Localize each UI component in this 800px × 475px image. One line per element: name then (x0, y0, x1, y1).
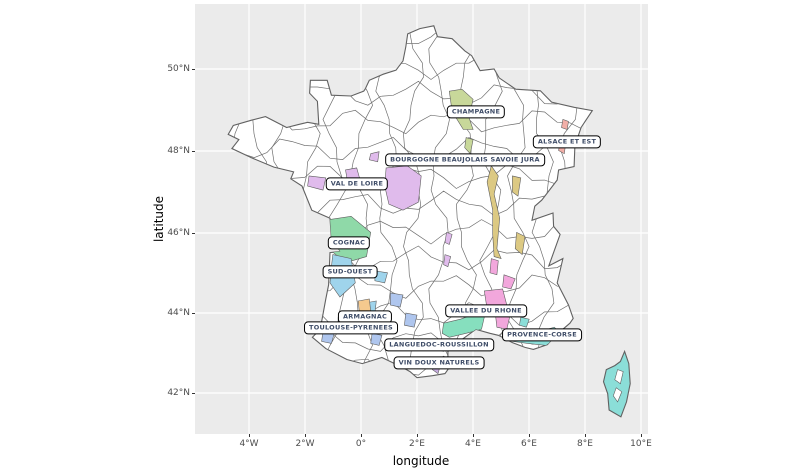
region-area-bourgogne (514, 231, 526, 256)
x-tick-mark (361, 434, 362, 437)
corsica-outline (602, 349, 631, 418)
y-tick-mark (192, 69, 195, 70)
plot-panel (195, 4, 648, 434)
region-area-valdeloire (345, 167, 360, 179)
y-tick-label: 46°N (167, 228, 190, 238)
x-tick-label: 0° (355, 439, 367, 449)
x-tick-label: 2°E (409, 439, 425, 449)
region-area-toulouse (390, 292, 404, 308)
x-tick-mark (249, 434, 250, 437)
x-tick-mark (417, 434, 418, 437)
region-area-valdeloire (384, 165, 422, 211)
region-area-bourgogne (486, 165, 502, 260)
region-label-bourgogne: BOURGOGNE BEAUJOLAIS SAVOIE JURA (385, 153, 545, 167)
region-area-rhone (489, 258, 499, 276)
corsica-inner-area (612, 387, 623, 403)
region-label-toulouse: TOULOUSE-PYRENEES (304, 321, 398, 335)
region-label-rhone: VALLEE DU RHONE (445, 304, 527, 318)
region-area-valdeloire (444, 231, 453, 245)
x-tick-label: 2°W (295, 439, 315, 449)
x-tick-label: 8°E (577, 439, 593, 449)
region-label-vdn: VIN DOUX NATURELS (393, 356, 485, 370)
x-tick-label: 4°W (239, 439, 259, 449)
axis-title-y: latitude (152, 195, 166, 243)
region-area-rhone (502, 274, 516, 290)
region-area-valdeloire (368, 151, 380, 163)
y-tick-label: 50°N (167, 64, 190, 74)
region-label-champagne: CHAMPAGNE (446, 105, 506, 119)
x-tick-mark (641, 434, 642, 437)
y-tick-label: 42°N (167, 388, 190, 398)
france-map-svg (195, 4, 648, 434)
x-tick-label: 10°E (630, 439, 652, 449)
x-tick-mark (529, 434, 530, 437)
x-tick-mark (305, 434, 306, 437)
region-area-alsace (561, 118, 569, 130)
x-tick-label: 4°E (465, 439, 481, 449)
region-label-alsace: ALSACE ET EST (532, 135, 602, 149)
region-label-valdeloire: VAL DE LOIRE (325, 177, 389, 191)
axis-title-x: longitude (392, 454, 450, 468)
region-label-languedoc: LANGUEDOC-ROUSSILLON (384, 338, 494, 352)
y-tick-label: 44°N (167, 308, 190, 318)
y-tick-mark (192, 233, 195, 234)
x-tick-label: 6°E (521, 439, 537, 449)
y-tick-mark (192, 313, 195, 314)
region-label-cognac: COGNAC (327, 236, 371, 250)
region-label-sudouest: SUD-OUEST (322, 265, 378, 279)
y-tick-mark (192, 393, 195, 394)
x-tick-mark (585, 434, 586, 437)
region-area-valdeloire (443, 254, 452, 268)
region-area-provence (519, 316, 530, 328)
region-area-bourgogne (512, 175, 522, 197)
region-area-valdeloire (307, 175, 327, 191)
region-label-provence: PROVENCE-CORSE (502, 328, 582, 342)
x-tick-mark (473, 434, 474, 437)
corsica-inner-area (614, 369, 624, 385)
region-area-toulouse (404, 312, 418, 328)
y-tick-mark (192, 151, 195, 152)
y-tick-label: 48°N (167, 146, 190, 156)
region-area-toulouse (370, 332, 383, 346)
